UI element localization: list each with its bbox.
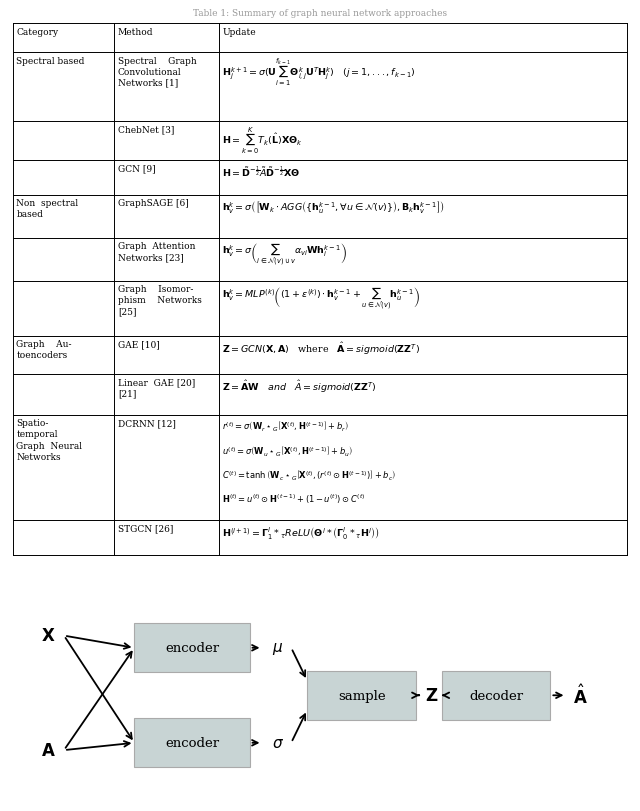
Text: Non  spectral
based: Non spectral based	[17, 199, 79, 218]
Text: ChebNet [3]: ChebNet [3]	[118, 125, 174, 134]
Text: $\mathbf{H} = \tilde{\mathbf{D}}^{-\frac{1}{2}} \tilde{A} \tilde{\mathbf{D}}^{-\: $\mathbf{H} = \tilde{\mathbf{D}}^{-\frac…	[222, 165, 301, 178]
Text: $C^{(t)} = \tanh\left(\mathbf{W}_c \star_G \left[\mathbf{X}^{(t)}, \left(r^{(t)}: $C^{(t)} = \tanh\left(\mathbf{W}_c \star…	[222, 468, 396, 482]
Text: Linear  GAE [20]
[21]: Linear GAE [20] [21]	[118, 378, 195, 398]
FancyBboxPatch shape	[442, 672, 550, 720]
Text: Spatio-
temporal
Graph  Neural
Networks: Spatio- temporal Graph Neural Networks	[17, 418, 83, 461]
Text: $\mathbf{Z}$: $\mathbf{Z}$	[426, 687, 438, 704]
Text: $\sigma$: $\sigma$	[272, 736, 284, 750]
Text: encoder: encoder	[165, 642, 219, 654]
Text: Spectral based: Spectral based	[17, 57, 85, 66]
Text: $\hat{\mathbf{A}}$: $\hat{\mathbf{A}}$	[573, 684, 588, 707]
FancyBboxPatch shape	[134, 719, 250, 767]
Text: Method: Method	[118, 28, 154, 36]
FancyBboxPatch shape	[307, 672, 416, 720]
Text: $\mathbf{h}_v^k = \sigma\left(\sum_{i \in \mathcal{N}(v) \cup v} \alpha_{vi} \ma: $\mathbf{h}_v^k = \sigma\left(\sum_{i \i…	[222, 242, 348, 268]
Text: sample: sample	[338, 689, 385, 702]
Text: DCRNN [12]: DCRNN [12]	[118, 418, 176, 428]
Text: $r^{(t)} = \sigma\left(\mathbf{W}_r \star_G \left[\mathbf{X}^{(t)}, \mathbf{H}^{: $r^{(t)} = \sigma\left(\mathbf{W}_r \sta…	[222, 418, 349, 433]
Text: Category: Category	[17, 28, 59, 36]
FancyBboxPatch shape	[134, 624, 250, 672]
Text: encoder: encoder	[165, 736, 219, 749]
Text: $\mathbf{X}$: $\mathbf{X}$	[41, 628, 55, 644]
Text: $\mathbf{Z} = GCN\left(\mathbf{X}, \mathbf{A}\right)$   where   $\hat{\mathbf{A}: $\mathbf{Z} = GCN\left(\mathbf{X}, \math…	[222, 340, 420, 357]
Text: decoder: decoder	[469, 689, 523, 702]
Text: Graph  Attention
Networks [23]: Graph Attention Networks [23]	[118, 242, 195, 262]
Text: STGCN [26]: STGCN [26]	[118, 524, 173, 533]
Text: GAE [10]: GAE [10]	[118, 340, 159, 349]
Text: Spectral    Graph
Convolutional
Networks [1]: Spectral Graph Convolutional Networks [1…	[118, 57, 196, 88]
Text: Update: Update	[222, 28, 256, 36]
Text: Table 1: Summary of graph neural network approaches: Table 1: Summary of graph neural network…	[193, 9, 447, 18]
Text: $\mathbf{H}^{(t)} = u^{(t)} \odot \mathbf{H}^{(t-1)} + \left(1 - u^{(t)}\right) : $\mathbf{H}^{(t)} = u^{(t)} \odot \mathb…	[222, 492, 365, 505]
Text: $\mathbf{H} = \sum_{k=0}^{K} T_k(\hat{\mathbf{L}})\mathbf{X}\boldsymbol{\Theta}_: $\mathbf{H} = \sum_{k=0}^{K} T_k(\hat{\m…	[222, 125, 303, 156]
Text: $\mathbf{h}_v^k = MLP^{(k)}\left(\left(1 + \epsilon^{(k)}\right) \cdot \mathbf{h: $\mathbf{h}_v^k = MLP^{(k)}\left(\left(1…	[222, 285, 420, 311]
Text: $\mathbf{h}_v^k = \sigma\left(\left[\mathbf{W}_k \cdot AGG\left(\{\mathbf{h}_u^{: $\mathbf{h}_v^k = \sigma\left(\left[\mat…	[222, 199, 445, 214]
Text: Graph    Au-
toencoders: Graph Au- toencoders	[17, 340, 72, 360]
Text: $\mathbf{H}^{(l+1)} = \boldsymbol{\Gamma}_1^l *_{\tau} ReLU\left(\boldsymbol{\Th: $\mathbf{H}^{(l+1)} = \boldsymbol{\Gamma…	[222, 524, 380, 540]
Text: $\mathbf{A}$: $\mathbf{A}$	[40, 742, 56, 758]
Text: $\mu$: $\mu$	[272, 640, 284, 656]
Text: $\mathbf{H}_j^{k+1} = \sigma(\mathbf{U}\sum_{i=1}^{f_{k-1}} \boldsymbol{\Theta}_: $\mathbf{H}_j^{k+1} = \sigma(\mathbf{U}\…	[222, 57, 416, 88]
Text: $\mathbf{Z} = \hat{\mathbf{A}}\mathbf{W}$   $and$   $\hat{A} = sigmoid(\mathbf{Z: $\mathbf{Z} = \hat{\mathbf{A}}\mathbf{W}…	[222, 378, 377, 394]
Text: GCN [9]: GCN [9]	[118, 165, 156, 174]
Text: $u^{(t)} = \sigma\left(\mathbf{W}_u \star_G \left[\mathbf{X}^{(t)}, \mathbf{H}^{: $u^{(t)} = \sigma\left(\mathbf{W}_u \sta…	[222, 444, 353, 457]
Text: Graph    Isomor-
phism    Networks
[25]: Graph Isomor- phism Networks [25]	[118, 285, 202, 315]
Text: GraphSAGE [6]: GraphSAGE [6]	[118, 199, 189, 208]
